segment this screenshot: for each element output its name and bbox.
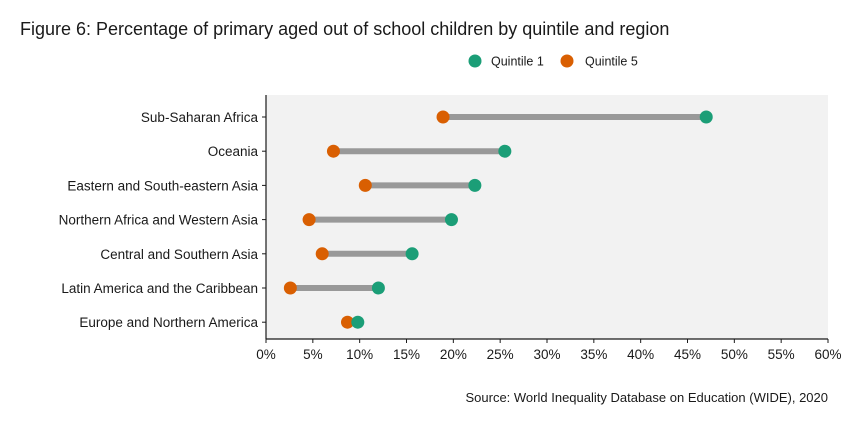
- quintile-5-point: [302, 213, 316, 227]
- quintile-5-point: [283, 281, 297, 295]
- x-tick-label: 5%: [303, 347, 323, 362]
- quintile-1-point: [468, 178, 482, 192]
- category-label: Europe and Northern America: [79, 315, 258, 330]
- x-tick-label: 30%: [533, 347, 560, 362]
- quintile-1-point: [405, 247, 419, 261]
- x-tick-label: 25%: [487, 347, 514, 362]
- source-note: Source: World Inequality Database on Edu…: [465, 390, 828, 405]
- legend: Quintile 1 Quintile 5: [468, 54, 638, 69]
- x-tick-label: 0%: [256, 347, 276, 362]
- legend-swatch-quintile-5: [560, 54, 574, 68]
- quintile-1-point: [498, 144, 512, 158]
- chart-title: Figure 6: Percentage of primary aged out…: [20, 19, 669, 39]
- x-tick-label: 15%: [393, 347, 420, 362]
- x-tick-label: 55%: [768, 347, 795, 362]
- legend-label: Quintile 5: [585, 55, 638, 69]
- x-axis: 0% 5% 10% 15% 20% 25% 30% 35% 40% 45% 50% 55% 60%: [256, 339, 842, 362]
- quintile-5-point: [315, 247, 329, 261]
- quintile-5-point: [358, 178, 372, 192]
- category-label: Northern Africa and Western Asia: [59, 213, 259, 228]
- quintile-5-point: [340, 315, 354, 329]
- quintile-1-point: [371, 281, 385, 295]
- x-tick-label: 45%: [674, 347, 701, 362]
- x-tick-label: 40%: [627, 347, 654, 362]
- chart-marks: [283, 110, 713, 329]
- quintile-5-point: [326, 144, 340, 158]
- x-tick-label: 50%: [721, 347, 748, 362]
- x-tick-label: 60%: [814, 347, 841, 362]
- legend-label: Quintile 1: [491, 55, 544, 69]
- category-label: Central and Southern Asia: [100, 247, 258, 262]
- category-label: Oceania: [208, 144, 259, 159]
- quintile-1-point: [351, 315, 365, 329]
- quintile-1-point: [444, 213, 458, 227]
- category-label: Latin America and the Caribbean: [61, 281, 258, 296]
- category-label: Eastern and South-eastern Asia: [67, 178, 258, 193]
- x-tick-label: 35%: [580, 347, 607, 362]
- category-label: Sub-Saharan Africa: [141, 110, 259, 125]
- quintile-5-point: [436, 110, 450, 124]
- y-axis: Sub-Saharan Africa Oceania Eastern and Sou…: [59, 110, 266, 330]
- quintile-1-point: [699, 110, 713, 124]
- legend-swatch-quintile-1: [468, 54, 482, 68]
- x-tick-label: 20%: [440, 347, 467, 362]
- x-tick-label: 10%: [346, 347, 373, 362]
